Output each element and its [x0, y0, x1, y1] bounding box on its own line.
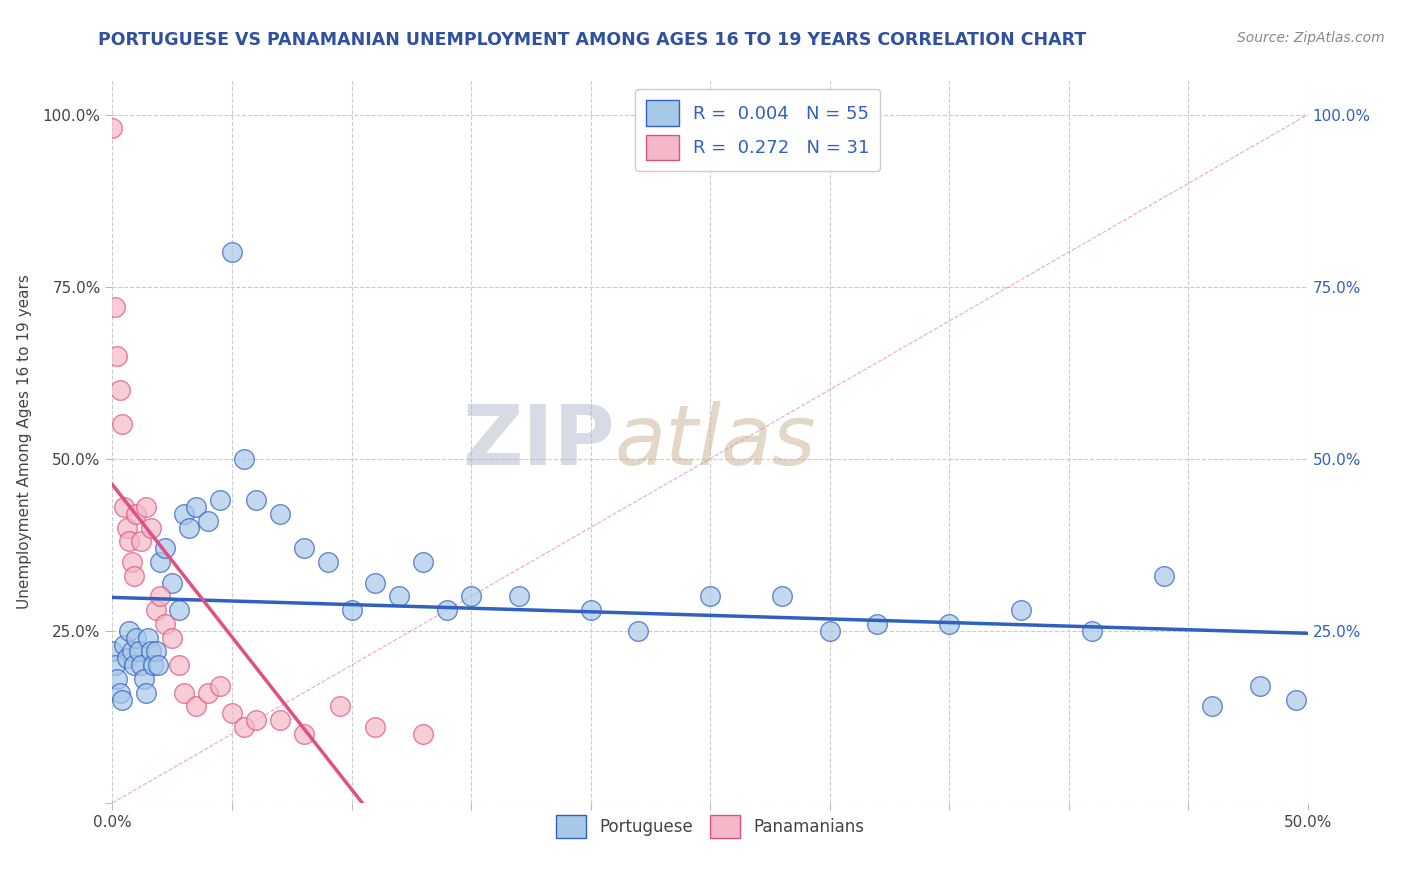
Y-axis label: Unemployment Among Ages 16 to 19 years: Unemployment Among Ages 16 to 19 years: [17, 274, 31, 609]
Point: [292, 727, 315, 741]
Point: [197, 514, 219, 528]
Point: [115, 651, 138, 665]
Point: [139, 644, 162, 658]
Point: [105, 349, 128, 363]
Point: [104, 658, 127, 673]
Point: [412, 727, 434, 741]
Point: [364, 720, 387, 734]
Point: [627, 624, 650, 638]
Point: [292, 541, 315, 556]
Point: [146, 658, 169, 673]
Point: [1249, 679, 1271, 693]
Point: [209, 493, 232, 508]
Point: [186, 500, 208, 514]
Point: [153, 541, 176, 556]
Point: [340, 603, 363, 617]
Point: [1081, 624, 1104, 638]
Point: [121, 555, 143, 569]
Point: [245, 493, 267, 508]
Point: [162, 631, 183, 645]
Point: [388, 590, 411, 604]
Point: [145, 644, 167, 658]
Point: [129, 534, 152, 549]
Point: [364, 575, 387, 590]
Point: [460, 590, 482, 604]
Text: Source: ZipAtlas.com: Source: ZipAtlas.com: [1237, 31, 1385, 45]
Point: [1285, 692, 1308, 706]
Point: [111, 692, 134, 706]
Point: [125, 631, 148, 645]
Point: [269, 713, 291, 727]
Point: [579, 603, 602, 617]
Point: [128, 644, 150, 658]
Text: ZIP: ZIP: [463, 401, 614, 482]
Point: [135, 500, 157, 514]
Point: [245, 713, 267, 727]
Point: [197, 686, 219, 700]
Point: [149, 590, 172, 604]
Point: [233, 720, 256, 734]
Point: [1010, 603, 1032, 617]
Text: PORTUGUESE VS PANAMANIAN UNEMPLOYMENT AMONG AGES 16 TO 19 YEARS CORRELATION CHAR: PORTUGUESE VS PANAMANIAN UNEMPLOYMENT AM…: [98, 31, 1087, 49]
Point: [169, 658, 191, 673]
Point: [142, 658, 165, 673]
Point: [938, 616, 960, 631]
Point: [135, 686, 157, 700]
Legend: Portuguese, Panamanians: Portuguese, Panamanians: [550, 808, 870, 845]
Point: [125, 507, 148, 521]
Point: [269, 507, 291, 521]
Point: [118, 624, 141, 638]
Point: [508, 590, 530, 604]
Point: [209, 679, 232, 693]
Point: [699, 590, 721, 604]
Point: [233, 451, 256, 466]
Point: [329, 699, 352, 714]
Point: [114, 638, 135, 652]
Point: [153, 616, 176, 631]
Point: [122, 568, 145, 582]
Point: [221, 245, 243, 260]
Point: [169, 603, 191, 617]
Point: [138, 631, 160, 645]
Point: [818, 624, 841, 638]
Point: [139, 520, 162, 534]
Point: [108, 383, 131, 397]
Point: [122, 658, 145, 673]
Text: atlas: atlas: [614, 401, 815, 482]
Point: [436, 603, 458, 617]
Point: [866, 616, 889, 631]
Point: [186, 699, 208, 714]
Point: [105, 672, 128, 686]
Point: [145, 603, 167, 617]
Point: [316, 555, 339, 569]
Point: [129, 658, 152, 673]
Point: [121, 644, 143, 658]
Point: [149, 555, 172, 569]
Point: [162, 575, 183, 590]
Point: [412, 555, 434, 569]
Point: [177, 520, 200, 534]
Point: [101, 121, 124, 136]
Point: [1201, 699, 1223, 714]
Point: [111, 417, 134, 432]
Point: [173, 507, 195, 521]
Point: [132, 672, 155, 686]
Point: [114, 500, 135, 514]
Point: [104, 301, 127, 315]
Point: [118, 534, 141, 549]
Point: [101, 644, 124, 658]
Point: [221, 706, 243, 721]
Point: [1153, 568, 1175, 582]
Point: [115, 520, 138, 534]
Point: [173, 686, 195, 700]
Point: [770, 590, 793, 604]
Point: [108, 686, 131, 700]
